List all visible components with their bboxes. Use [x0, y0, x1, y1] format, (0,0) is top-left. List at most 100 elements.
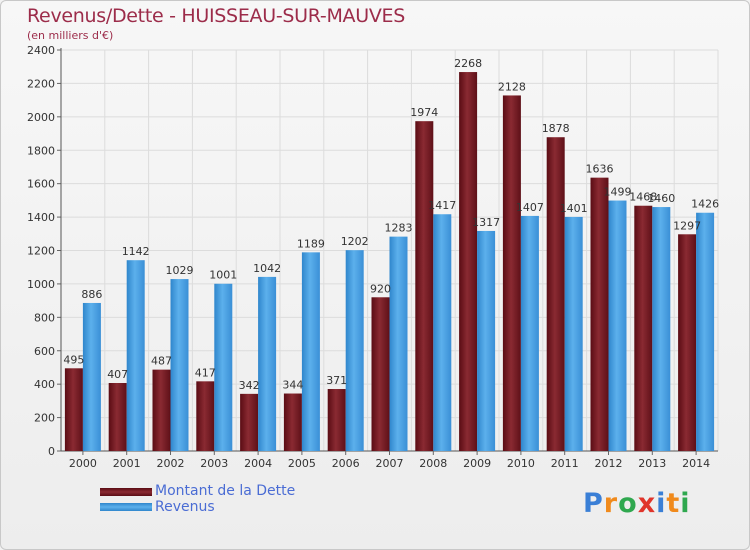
y-tick-label: 400 [34, 378, 55, 391]
revenue-value-label: 1417 [428, 199, 456, 212]
revenue-value-label: 1283 [385, 222, 413, 235]
debt-value-label: 2128 [498, 80, 526, 93]
chart-title: Revenus/Dette - HUISSEAU-SUR-MAUVES [27, 5, 405, 27]
debt-bar [64, 368, 83, 451]
revenue-bar [696, 212, 715, 451]
revenue-bar [652, 207, 671, 451]
proxiti-logo: Proxiti [583, 488, 691, 519]
x-tick-label: 2004 [244, 457, 272, 470]
chart-subtitle: (en milliers d'€) [27, 29, 114, 42]
debt-value-label: 920 [370, 282, 391, 295]
legend-swatch-debt [100, 488, 152, 496]
debt-value-label: 495 [63, 353, 84, 366]
y-tick-label: 1000 [27, 278, 55, 291]
x-tick-label: 2007 [376, 457, 404, 470]
x-tick-label: 2003 [200, 457, 228, 470]
debt-value-label: 1468 [629, 191, 657, 204]
revenue-bar [389, 236, 408, 451]
y-tick-label: 800 [34, 311, 55, 324]
debt-value-label: 1878 [542, 122, 570, 135]
revenue-value-label: 1189 [297, 237, 325, 250]
x-tick-label: 2008 [419, 457, 447, 470]
logo-letter: o [618, 488, 638, 519]
x-tick-label: 2005 [288, 457, 316, 470]
x-tick-label: 2006 [332, 457, 360, 470]
debt-bar [546, 137, 565, 451]
debt-value-label: 1636 [586, 163, 614, 176]
debt-value-label: 1297 [673, 219, 701, 232]
debt-bar [196, 381, 215, 451]
logo-letter: r [603, 488, 619, 519]
x-tick-label: 2013 [638, 457, 666, 470]
revenue-value-label: 1142 [122, 245, 150, 258]
legend-label-revenue: Revenus [155, 499, 215, 515]
revenue-value-label: 1401 [560, 202, 588, 215]
x-tick-label: 2009 [463, 457, 491, 470]
debt-value-label: 407 [107, 368, 128, 381]
revenue-bar [477, 230, 496, 451]
revenue-value-label: 1460 [647, 192, 675, 205]
debt-bar [327, 389, 346, 451]
revenue-value-label: 1407 [516, 201, 544, 214]
revenue-bar [126, 260, 145, 451]
y-tick-label: 0 [48, 445, 55, 458]
debt-bar [283, 393, 302, 451]
y-tick-label: 200 [34, 412, 55, 425]
debt-bar [371, 297, 390, 451]
debt-value-label: 2268 [454, 57, 482, 70]
logo-letter: t [666, 488, 681, 519]
x-tick-label: 2011 [551, 457, 579, 470]
label-layer: 495 886 407 1142 487 1029 417 1001 342 1042 344 118… [63, 57, 719, 392]
revenue-bar [520, 215, 539, 451]
debt-bar [634, 205, 653, 451]
revenue-bar [345, 250, 364, 451]
logo-letter: x [637, 488, 657, 519]
revenue-bar [564, 216, 583, 451]
debt-bar [678, 234, 697, 451]
x-tick-label: 2012 [595, 457, 623, 470]
revenue-bar [608, 200, 627, 451]
y-tick-label: 600 [34, 345, 55, 358]
y-tick-label: 1200 [27, 245, 55, 258]
revenue-value-label: 1202 [341, 235, 369, 248]
x-tick-label: 2000 [69, 457, 97, 470]
x-tick-label: 2001 [113, 457, 141, 470]
revenue-bar [433, 214, 452, 451]
debt-bar [240, 393, 259, 451]
debt-bar [459, 72, 478, 452]
revenue-value-label: 1499 [604, 186, 632, 199]
y-tick-label: 2400 [27, 44, 55, 57]
debt-value-label: 342 [239, 379, 260, 392]
y-tick-label: 1800 [27, 144, 55, 157]
logo-letter: i [656, 488, 667, 519]
debt-bar [502, 95, 521, 452]
debt-bar [415, 121, 434, 452]
revenue-value-label: 886 [81, 288, 102, 301]
y-tick-label: 2000 [27, 111, 55, 124]
debt-value-label: 1974 [410, 106, 438, 119]
y-tick-label: 1600 [27, 178, 55, 191]
debt-bar [108, 382, 127, 451]
revenue-value-label: 1042 [253, 262, 281, 275]
revenue-bar [258, 276, 277, 451]
debt-value-label: 371 [326, 374, 347, 387]
revenue-bar [170, 279, 189, 451]
logo-letter: i [680, 488, 691, 519]
debt-bar [590, 177, 609, 451]
x-tick-label: 2014 [682, 457, 710, 470]
x-tick-label: 2002 [157, 457, 185, 470]
logo-letter: P [583, 488, 604, 519]
revenue-bar [214, 283, 233, 451]
bar-layer [64, 72, 715, 452]
y-tick-label: 1400 [27, 211, 55, 224]
x-tick-label: 2010 [507, 457, 535, 470]
revenue-value-label: 1029 [166, 264, 194, 277]
debt-bar [152, 369, 171, 451]
y-tick-label: 2200 [27, 77, 55, 90]
debt-value-label: 417 [195, 366, 216, 379]
revenue-value-label: 1001 [209, 269, 237, 282]
legend-swatch-revenue [100, 503, 152, 511]
legend-label-debt: Montant de la Dette [155, 483, 296, 499]
revenue-bar [301, 252, 320, 451]
